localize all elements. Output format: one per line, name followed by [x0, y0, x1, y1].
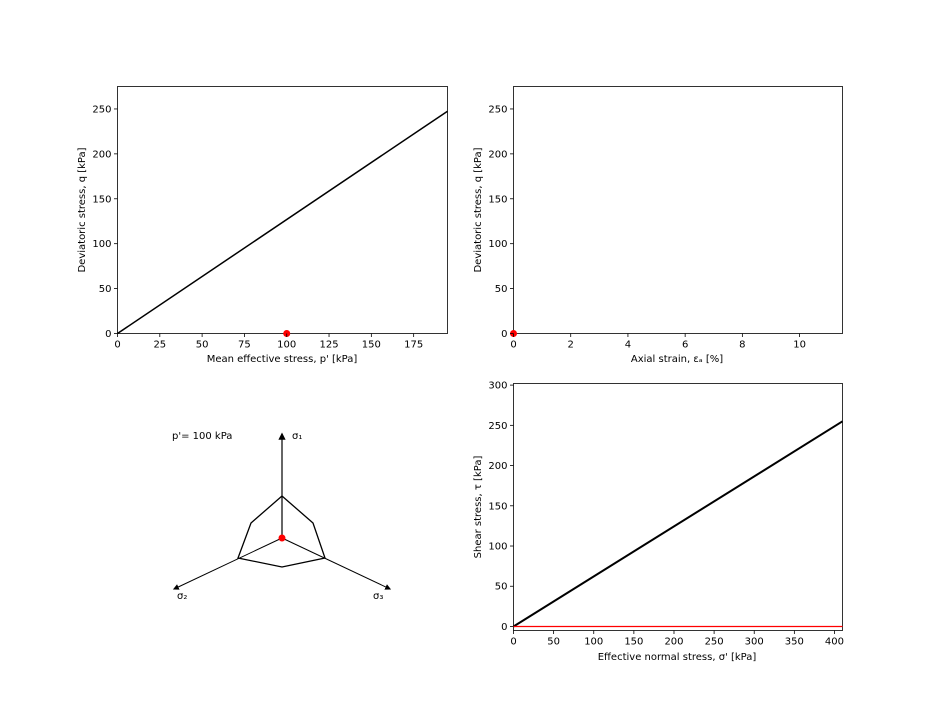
pq-ytick-label: 0 [105, 329, 111, 340]
sigma3-axis [281, 537, 392, 590]
sigma2-label: σ₂ [177, 591, 187, 602]
pq-plot-frame [117, 86, 448, 334]
stress-point [278, 534, 286, 542]
pq-plot: 0 25 50 75 100 125 150 175 0 50 100 150 200 250 Mean … [77, 86, 448, 365]
mohr-ytick-label: 250 [488, 421, 507, 432]
mohr-ytick-label: 0 [501, 622, 507, 633]
pressure-annotation: p'= 100 kPa [172, 431, 232, 442]
pq-plot-marks [117, 110, 448, 337]
pq-series-line [117, 110, 448, 335]
strain-q-ytick-label: 50 [495, 284, 508, 295]
mohr-ytick-label: 100 [488, 542, 507, 553]
mohr-xtick-label: 200 [664, 637, 683, 648]
strain-q-xtick-label: 4 [625, 340, 631, 351]
pq-xtick-label: 150 [362, 340, 381, 351]
strain-q-ytick-label: 250 [488, 104, 507, 115]
deviatoric-plane: p'= 100 kPa σ₁ σ₂ σ₃ [172, 431, 392, 602]
mohr-xtick-label: 50 [547, 637, 560, 648]
pq-xtick-label: 125 [319, 340, 338, 351]
pq-plot-ylabel: Deviatoric stress, q [kPa] [77, 147, 88, 272]
strain-q-plot-xlabel: Axial strain, εₐ [%] [631, 354, 723, 365]
mohr-ytick-label: 150 [488, 501, 507, 512]
strain-q-ytick-label: 100 [488, 239, 507, 250]
pq-xtick-label: 0 [114, 340, 120, 351]
mohr-plot-frame [513, 383, 843, 631]
strain-q-xtick-label: 0 [510, 340, 516, 351]
strain-q-xtick-label: 10 [793, 340, 806, 351]
mohr-plot-ticks: 0 50 100 150 200 250 300 350 400 0 50 100 150 200 250 3… [488, 381, 844, 648]
sigma3-label: σ₃ [373, 591, 383, 602]
strain-q-plot-ylabel: Deviatoric stress, q [kPa] [473, 147, 484, 272]
mohr-plot-ylabel: Shear stress, τ [kPa] [473, 456, 484, 559]
mohr-xtick-label: 150 [624, 637, 643, 648]
pq-ytick-label: 200 [92, 149, 111, 160]
mohr-xtick-label: 100 [584, 637, 603, 648]
sigma1-label: σ₁ [292, 431, 302, 442]
mohr-xtick-label: 350 [785, 637, 804, 648]
mohr-xtick-label: 400 [825, 637, 844, 648]
pq-xtick-label: 100 [277, 340, 296, 351]
pq-ytick-label: 50 [99, 284, 112, 295]
pq-plot-ticks: 0 25 50 75 100 125 150 175 0 50 100 150 200 250 [92, 104, 423, 350]
pq-ytick-label: 250 [92, 104, 111, 115]
strain-q-ytick-label: 150 [488, 194, 507, 205]
mohr-xtick-label: 0 [510, 637, 516, 648]
pq-ytick-label: 150 [92, 194, 111, 205]
mohr-ytick-label: 200 [488, 461, 507, 472]
mohr-plot: 0 50 100 150 200 250 300 350 400 0 50 100 150 200 250 3… [473, 381, 844, 663]
strain-q-xtick-label: 6 [682, 340, 688, 351]
strain-q-plot-frame [513, 86, 843, 334]
mohr-series-line [512, 420, 844, 628]
pq-xtick-label: 75 [238, 340, 251, 351]
strain-q-ytick-label: 200 [488, 149, 507, 160]
pq-xtick-label: 175 [404, 340, 423, 351]
pq-ytick-label: 100 [92, 239, 111, 250]
sigma2-axis [172, 537, 283, 590]
pq-plot-xlabel: Mean effective stress, p' [kPa] [207, 354, 358, 365]
mohr-xtick-label: 300 [745, 637, 764, 648]
pq-xtick-label: 25 [153, 340, 166, 351]
strain-q-xtick-label: 8 [739, 340, 745, 351]
mohr-xtick-label: 250 [705, 637, 724, 648]
strain-q-xtick-label: 2 [568, 340, 574, 351]
mohr-ytick-label: 300 [488, 381, 507, 392]
mohr-plot-xlabel: Effective normal stress, σ' [kPa] [598, 652, 757, 663]
yield-surface-hexagon [237, 495, 326, 568]
mohr-ytick-label: 50 [495, 582, 508, 593]
mohr-plot-marks [512, 420, 844, 628]
pq-xtick-label: 50 [196, 340, 209, 351]
strain-q-ytick-label: 0 [501, 329, 507, 340]
